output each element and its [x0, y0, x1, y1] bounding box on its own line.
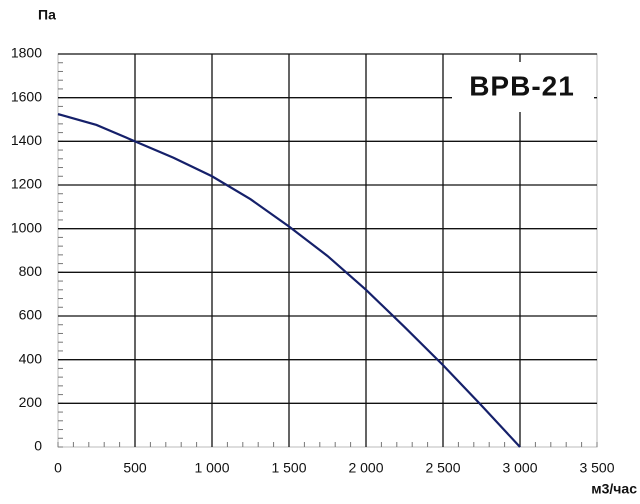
title-box: [452, 62, 594, 112]
y-tick-label: 1000: [11, 219, 42, 235]
curve: [57, 112, 521, 448]
x-tick-label: 1 500: [271, 460, 306, 476]
y-tick-label: 0: [34, 438, 42, 454]
y-axis-label: Па: [38, 7, 56, 23]
x-tick-label: 3 000: [502, 460, 537, 476]
plot-frame: [57, 53, 598, 448]
x-tick-label: 3 500: [579, 460, 614, 476]
x-tick-label: 0: [54, 460, 62, 476]
x-tick-label: 1 000: [194, 460, 229, 476]
y-tick-label: 1400: [11, 132, 42, 148]
y-tick-label: 400: [19, 350, 43, 366]
x-tick-label: 2 500: [425, 460, 460, 476]
x-tick-label: 2 000: [348, 460, 383, 476]
y-tick-label: 1600: [11, 88, 42, 104]
y-tick-label: 800: [19, 263, 43, 279]
x-axis-label: м3/час: [591, 481, 637, 497]
x-tick-label: 500: [123, 460, 147, 476]
y-tick-label: 600: [19, 307, 43, 323]
chart-title: BPB-21: [469, 70, 575, 101]
y-tick-label: 1200: [11, 176, 42, 192]
y-tick-label: 200: [19, 394, 43, 410]
y-tick-label: 1800: [11, 45, 42, 61]
